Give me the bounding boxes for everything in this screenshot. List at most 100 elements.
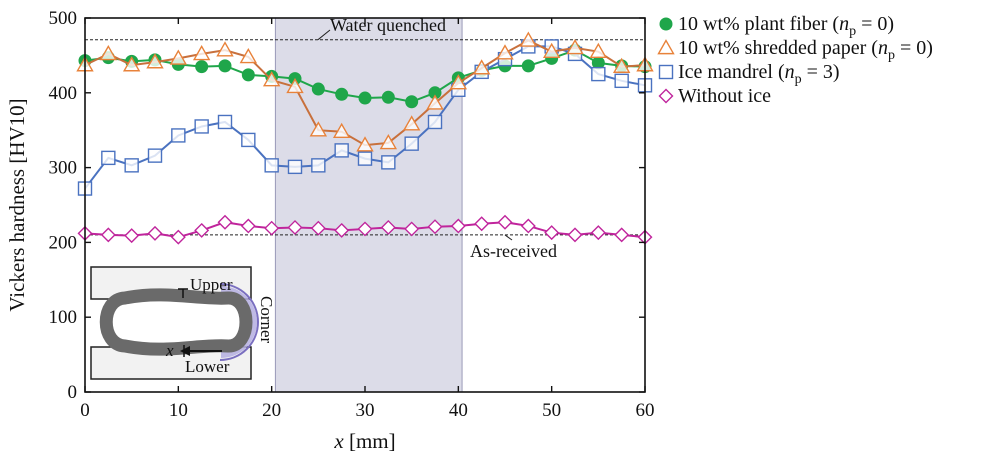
data-series [76, 31, 654, 245]
data-point [402, 115, 421, 131]
legend-marker [659, 17, 673, 31]
x-axis-unit: [mm] [344, 429, 396, 453]
data-point [334, 222, 350, 238]
y-tick-label: 500 [49, 8, 78, 29]
data-point [426, 94, 444, 110]
data-point [170, 229, 186, 245]
data-point [427, 219, 443, 235]
data-point [404, 136, 419, 151]
data-point [286, 77, 304, 94]
x-axis-variable: x [333, 429, 344, 453]
data-point [264, 158, 279, 173]
data-point [309, 121, 328, 137]
data-point [381, 155, 396, 170]
data-point [379, 134, 398, 150]
data-point [147, 225, 163, 241]
data-point [146, 53, 164, 69]
reference-leader [317, 29, 331, 41]
data-point [240, 218, 256, 234]
reference-label: As-received [470, 241, 557, 261]
data-point [356, 136, 374, 152]
data-point [147, 148, 163, 163]
data-point [101, 150, 116, 166]
data-point [241, 68, 255, 82]
y-tick-label: 300 [49, 158, 78, 179]
data-point [195, 60, 209, 74]
data-point [497, 214, 513, 230]
inset-lower-label: Lower [185, 357, 230, 376]
x-tick-label: 50 [542, 400, 561, 421]
series-group [77, 214, 653, 245]
data-point [264, 220, 280, 236]
data-point [404, 221, 420, 237]
reference-leader [504, 234, 513, 241]
x-axis-title: x [mm] [333, 429, 395, 453]
data-point [612, 57, 631, 73]
data-point [311, 158, 326, 173]
legend-marker [658, 64, 674, 80]
corner-region-shade [274, 17, 463, 393]
data-point [332, 122, 351, 139]
legend-label: 10 wt% plant fiber (np = 0) [678, 13, 894, 39]
x-arrow-head [180, 346, 190, 356]
data-point [216, 41, 234, 57]
data-point [450, 218, 466, 234]
data-point [239, 47, 258, 64]
data-point [217, 114, 233, 130]
x-tick-label: 40 [449, 400, 468, 421]
inset-upper-label: Upper [190, 275, 233, 294]
data-point [380, 219, 396, 235]
legend-marker [657, 39, 675, 55]
data-point [405, 95, 419, 109]
x-tick-label: 30 [356, 400, 375, 421]
specimen-schematic-inset: Upper Lower x Corner [90, 266, 276, 380]
data-point [567, 227, 583, 243]
data-point [566, 39, 584, 55]
data-point [519, 31, 538, 47]
x-tick-label: 10 [169, 400, 188, 421]
data-point [287, 219, 303, 235]
data-point [358, 91, 372, 105]
data-point [589, 42, 608, 58]
reference-label: Water quenched [330, 15, 446, 35]
data-point [614, 73, 629, 89]
data-point [311, 82, 325, 96]
y-tick-label: 0 [68, 382, 78, 403]
data-point [357, 151, 373, 166]
data-point [194, 119, 209, 134]
corner-arc [219, 283, 259, 361]
axes: 0 10 20 30 40 50 60 0 100 200 300 400 500 [49, 8, 655, 421]
y-tick-label: 200 [49, 232, 78, 253]
data-point [100, 227, 116, 243]
data-point [521, 59, 535, 73]
data-point [335, 87, 349, 101]
data-point [614, 227, 630, 243]
data-point [217, 214, 233, 230]
x-tick-label: 20 [262, 400, 281, 421]
data-point [474, 216, 490, 232]
inset-axis-label: x [165, 341, 174, 360]
data-point [310, 220, 326, 236]
y-tick-label: 400 [49, 83, 78, 104]
y-tick-label: 100 [49, 307, 78, 328]
data-point [241, 132, 256, 148]
data-point [169, 49, 188, 65]
data-point [496, 44, 514, 60]
data-point [194, 222, 210, 238]
legend-label: 10 wt% shredded paper (np = 0) [678, 37, 933, 63]
data-point [472, 59, 491, 75]
data-point [218, 59, 232, 73]
data-point [449, 74, 468, 90]
y-axis-title: Vickers hardness [HV10] [5, 98, 29, 311]
data-point [591, 66, 606, 82]
series-group [76, 31, 654, 152]
legend: 10 wt% plant fiber (np = 0)10 wt% shredd… [657, 13, 933, 107]
data-point [192, 44, 211, 61]
data-point [381, 90, 395, 104]
data-point [287, 159, 303, 175]
legend-label: Ice mandrel (np = 3) [678, 61, 840, 87]
data-point [590, 225, 606, 241]
legend-label: Without ice [678, 85, 771, 107]
inset-corner-label: Corner [257, 296, 276, 344]
